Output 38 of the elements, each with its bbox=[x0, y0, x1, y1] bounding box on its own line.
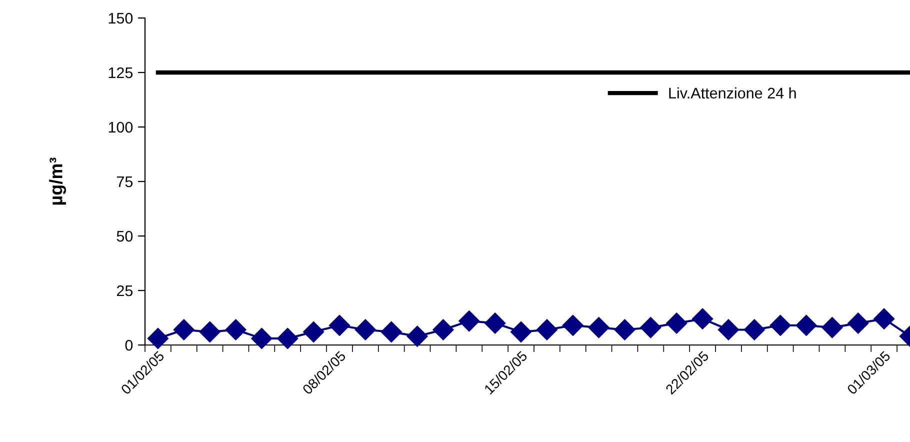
point bbox=[692, 308, 714, 330]
point bbox=[277, 328, 298, 349]
point bbox=[199, 321, 220, 342]
point bbox=[666, 312, 688, 334]
point bbox=[614, 319, 636, 340]
point bbox=[173, 319, 194, 340]
point bbox=[562, 314, 584, 336]
point bbox=[458, 310, 480, 332]
legend-label: Liv.Attenzione 24 h bbox=[669, 87, 796, 99]
point bbox=[147, 328, 168, 349]
point bbox=[354, 319, 376, 340]
y-tick-label: 50 bbox=[116, 230, 133, 242]
point bbox=[718, 319, 739, 340]
point bbox=[822, 317, 843, 338]
y-tick-label: 0 bbox=[125, 340, 133, 351]
y-tick-label: 150 bbox=[108, 12, 133, 24]
point bbox=[303, 321, 324, 342]
point bbox=[796, 314, 817, 336]
y-tick-label: 75 bbox=[116, 176, 133, 188]
y-axis-title: µg/m³ bbox=[49, 158, 66, 205]
point bbox=[432, 319, 454, 340]
point bbox=[744, 319, 765, 340]
y-tick-label: 100 bbox=[108, 122, 133, 133]
y-tick-label: 25 bbox=[116, 285, 133, 296]
point bbox=[640, 317, 662, 338]
point bbox=[536, 319, 558, 340]
point bbox=[328, 314, 350, 336]
point bbox=[380, 321, 402, 342]
point bbox=[770, 314, 791, 336]
point bbox=[251, 328, 272, 349]
y-tick-label: 125 bbox=[108, 67, 133, 78]
point bbox=[874, 308, 895, 330]
point bbox=[225, 319, 246, 340]
point bbox=[484, 312, 506, 334]
point bbox=[406, 326, 428, 347]
point bbox=[510, 321, 532, 342]
point bbox=[588, 317, 610, 338]
point bbox=[848, 312, 869, 334]
